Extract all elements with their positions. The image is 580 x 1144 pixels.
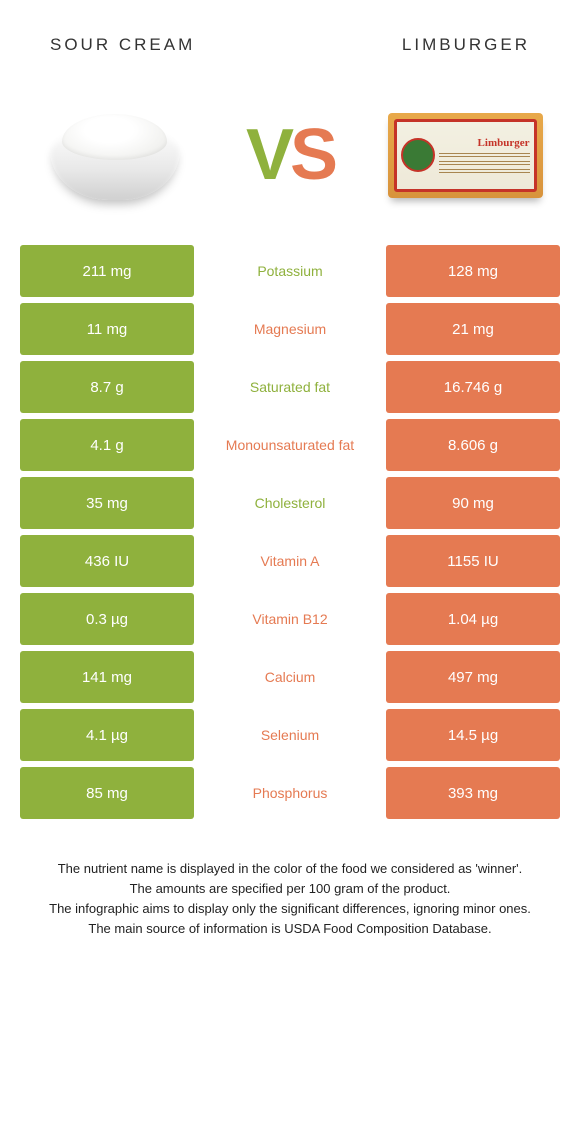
value-left: 11 mg xyxy=(20,303,194,355)
value-right: 90 mg xyxy=(386,477,560,529)
nutrient-label: Potassium xyxy=(194,245,386,297)
nutrient-label: Vitamin B12 xyxy=(194,593,386,645)
table-row: 4.1 gMonounsaturated fat8.606 g xyxy=(20,419,560,471)
value-right: 497 mg xyxy=(386,651,560,703)
limburger-brand-text: Limburger xyxy=(439,137,530,149)
value-right: 16.746 g xyxy=(386,361,560,413)
nutrient-label: Monounsaturated fat xyxy=(194,419,386,471)
footer-line: The infographic aims to display only the… xyxy=(30,899,550,919)
value-right: 1155 IU xyxy=(386,535,560,587)
title-left: SOUR CREAM xyxy=(50,35,195,55)
value-left: 0.3 µg xyxy=(20,593,194,645)
table-row: 35 mgCholesterol90 mg xyxy=(20,477,560,529)
value-right: 1.04 µg xyxy=(386,593,560,645)
table-row: 436 IUVitamin A1155 IU xyxy=(20,535,560,587)
nutrient-label: Calcium xyxy=(194,651,386,703)
footer-line: The main source of information is USDA F… xyxy=(30,919,550,939)
vs-label: VS xyxy=(246,114,334,196)
limburger-badge-icon xyxy=(401,138,435,172)
nutrient-label: Saturated fat xyxy=(194,361,386,413)
value-right: 21 mg xyxy=(386,303,560,355)
footer-notes: The nutrient name is displayed in the co… xyxy=(30,859,550,940)
value-right: 8.606 g xyxy=(386,419,560,471)
table-row: 0.3 µgVitamin B121.04 µg xyxy=(20,593,560,645)
sour-cream-image xyxy=(35,95,195,215)
footer-line: The nutrient name is displayed in the co… xyxy=(30,859,550,879)
title-right: LIMBURGER xyxy=(402,35,530,55)
footer-line: The amounts are specified per 100 gram o… xyxy=(30,879,550,899)
nutrient-label: Cholesterol xyxy=(194,477,386,529)
nutrient-label: Selenium xyxy=(194,709,386,761)
table-row: 11 mgMagnesium21 mg xyxy=(20,303,560,355)
value-right: 14.5 µg xyxy=(386,709,560,761)
nutrient-label: Vitamin A xyxy=(194,535,386,587)
nutrient-label: Magnesium xyxy=(194,303,386,355)
vs-v: V xyxy=(246,114,290,196)
table-row: 4.1 µgSelenium14.5 µg xyxy=(20,709,560,761)
value-left: 85 mg xyxy=(20,767,194,819)
value-left: 436 IU xyxy=(20,535,194,587)
vs-s: S xyxy=(290,114,334,196)
nutrient-label: Phosphorus xyxy=(194,767,386,819)
limburger-image: Limburger xyxy=(385,95,545,215)
table-row: 211 mgPotassium128 mg xyxy=(20,245,560,297)
value-right: 128 mg xyxy=(386,245,560,297)
value-left: 35 mg xyxy=(20,477,194,529)
value-left: 4.1 g xyxy=(20,419,194,471)
table-row: 85 mgPhosphorus393 mg xyxy=(20,767,560,819)
value-right: 393 mg xyxy=(386,767,560,819)
table-row: 8.7 gSaturated fat16.746 g xyxy=(20,361,560,413)
header: SOUR CREAM LIMBURGER xyxy=(0,0,580,65)
value-left: 211 mg xyxy=(20,245,194,297)
nutrient-table: 211 mgPotassium128 mg 11 mgMagnesium21 mg… xyxy=(20,245,560,819)
hero-row: VS Limburger xyxy=(0,65,580,245)
value-left: 8.7 g xyxy=(20,361,194,413)
value-left: 4.1 µg xyxy=(20,709,194,761)
value-left: 141 mg xyxy=(20,651,194,703)
table-row: 141 mgCalcium497 mg xyxy=(20,651,560,703)
